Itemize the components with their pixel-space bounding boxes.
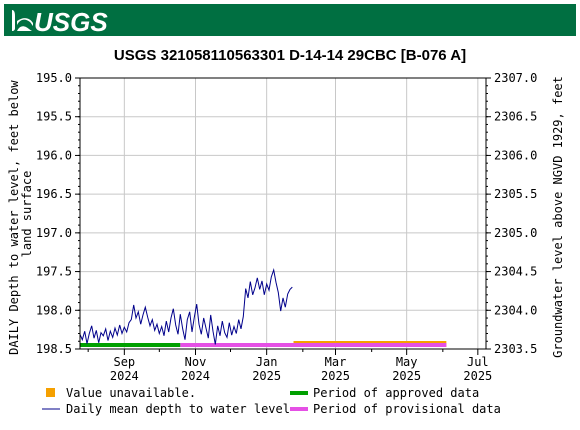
daily-mean-depth-line	[79, 268, 293, 345]
x-tick-year-label: 2025	[392, 369, 421, 383]
plot-border	[79, 77, 487, 350]
x-tick-year-label: 2024	[181, 369, 210, 383]
left-tick-label: 195.5	[36, 110, 72, 124]
x-tick-year-label: 2025	[463, 369, 492, 383]
left-tick-label: 198.0	[36, 303, 72, 317]
x-tick-month-label: May	[396, 355, 418, 369]
provisional-period-bar	[180, 343, 447, 347]
left-tick-label: 198.5	[36, 342, 72, 356]
approval-period-bars	[80, 341, 447, 347]
x-tick-month-label: Jul	[467, 355, 489, 369]
left-tick-label: 197.5	[36, 265, 72, 279]
left-axis-ticks: 195.0 195.5 196.0 196.5 197.0 197.5 198.0 198.5	[36, 71, 80, 356]
legend: Value unavailable. Daily mean depth to w…	[42, 386, 501, 416]
x-tick-year-label: 2025	[252, 369, 281, 383]
approved-period-bar	[80, 343, 181, 347]
header-background	[4, 4, 576, 36]
series-layer	[79, 268, 293, 345]
legend-label-unavailable: Value unavailable.	[66, 386, 196, 400]
x-tick-month-label: Sep	[113, 355, 135, 369]
usgs-wave-logo-icon	[12, 10, 33, 31]
right-tick-label: 2305.0	[494, 226, 537, 240]
right-tick-label: 2306.0	[494, 148, 537, 162]
left-axis-title: DAILY Depth to water level, feet below l…	[7, 73, 34, 355]
right-tick-label: 2305.5	[494, 187, 537, 201]
left-tick-label: 196.0	[36, 148, 72, 162]
legend-swatch-unavailable	[46, 388, 55, 397]
legend-label-approved: Period of approved data	[313, 386, 479, 400]
legend-label-daily-mean: Daily mean depth to water level	[66, 402, 290, 416]
left-tick-label: 196.5	[36, 187, 72, 201]
x-tick-month-label: Nov	[185, 355, 207, 369]
x-axis-ticks: Sep2024Nov2024Jan2025Mar2025May2025Jul20…	[87, 349, 492, 383]
plot-area	[80, 78, 486, 349]
left-tick-label: 197.0	[36, 226, 72, 240]
right-axis-ticks: 2307.0 2306.5 2306.0 2305.5 2305.0 2304.5 2304…	[486, 71, 537, 356]
usgs-logo-text: USGS	[34, 7, 108, 37]
right-tick-label: 2304.5	[494, 265, 537, 279]
x-tick-year-label: 2024	[110, 369, 139, 383]
right-axis-title: Groundwater level above NGVD 1929, feet	[551, 76, 565, 358]
x-tick-year-label: 2025	[321, 369, 350, 383]
right-tick-label: 2303.5	[494, 342, 537, 356]
left-tick-label: 195.0	[36, 71, 72, 85]
x-tick-month-label: Jan	[256, 355, 278, 369]
right-tick-label: 2304.0	[494, 303, 537, 317]
left-axis-title-line1: DAILY Depth to water level, feet below	[7, 80, 21, 355]
legend-label-provisional: Period of provisional data	[313, 402, 501, 416]
x-tick-month-label: Mar	[325, 355, 347, 369]
right-tick-label: 2307.0	[494, 71, 537, 85]
chart-title: USGS 321058110563301 D-14-14 29CBC [B-07…	[114, 47, 466, 64]
left-axis-title-line2: land surface	[20, 171, 34, 258]
right-tick-label: 2306.5	[494, 110, 537, 124]
usgs-header-bar: USGS	[4, 4, 576, 37]
